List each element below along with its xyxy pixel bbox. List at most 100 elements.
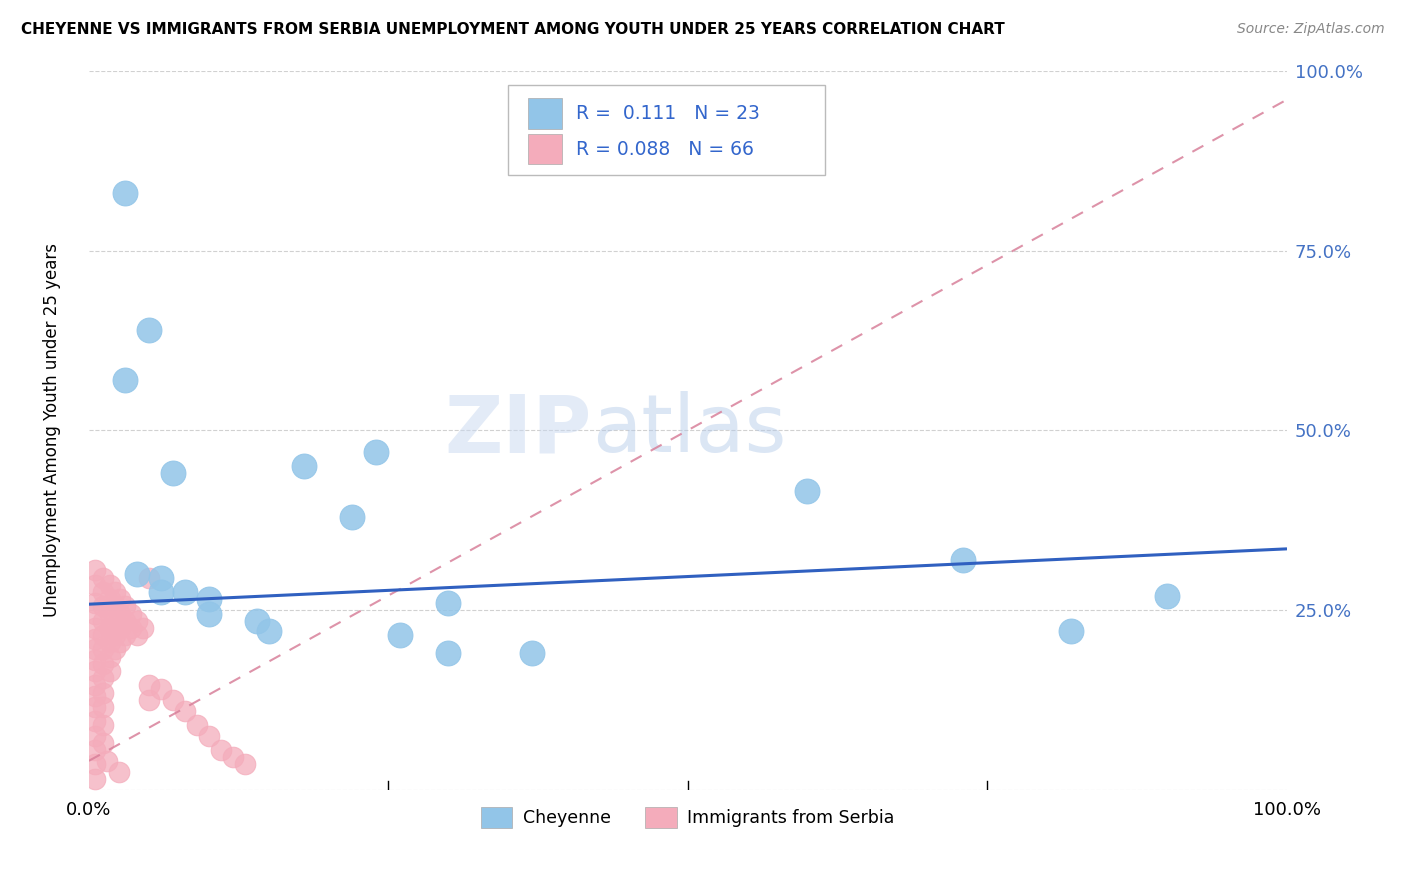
Point — [389, 628, 412, 642]
Point — [91, 671, 114, 685]
Point — [83, 772, 105, 786]
Point — [83, 642, 105, 657]
Point — [294, 459, 316, 474]
Point — [114, 628, 136, 642]
Point — [120, 607, 142, 621]
Point — [91, 571, 114, 585]
Point — [100, 578, 122, 592]
Point — [796, 484, 818, 499]
Point — [138, 692, 160, 706]
Text: R = 0.088   N = 66: R = 0.088 N = 66 — [576, 140, 754, 159]
Point — [83, 664, 105, 678]
Point — [91, 585, 114, 599]
Point — [342, 509, 364, 524]
Point — [83, 743, 105, 757]
Point — [162, 467, 184, 481]
Point — [1156, 589, 1178, 603]
Point — [100, 635, 122, 649]
Point — [366, 445, 388, 459]
Point — [125, 567, 148, 582]
Point — [520, 646, 543, 660]
Point — [83, 700, 105, 714]
Point — [83, 596, 105, 610]
Point — [83, 678, 105, 692]
Point — [83, 757, 105, 772]
Point — [114, 599, 136, 614]
Point — [104, 628, 127, 642]
Point — [138, 678, 160, 692]
Text: atlas: atlas — [592, 392, 786, 469]
Legend: Cheyenne, Immigrants from Serbia: Cheyenne, Immigrants from Serbia — [474, 800, 901, 835]
Point — [114, 614, 136, 628]
Point — [83, 714, 105, 729]
Point — [104, 614, 127, 628]
Point — [100, 621, 122, 635]
Point — [108, 635, 131, 649]
FancyBboxPatch shape — [508, 86, 825, 175]
Point — [91, 718, 114, 732]
Point — [125, 628, 148, 642]
Point — [83, 632, 105, 646]
Point — [91, 599, 114, 614]
Point — [257, 624, 280, 639]
Point — [437, 646, 460, 660]
Point — [91, 614, 114, 628]
Point — [100, 649, 122, 664]
Point — [108, 607, 131, 621]
Point — [162, 692, 184, 706]
Point — [104, 642, 127, 657]
Point — [197, 729, 219, 743]
Point — [245, 614, 267, 628]
FancyBboxPatch shape — [529, 135, 562, 164]
Point — [149, 681, 172, 696]
Point — [197, 607, 219, 621]
Point — [114, 186, 136, 201]
Point — [91, 642, 114, 657]
Point — [108, 592, 131, 607]
Point — [91, 736, 114, 750]
Point — [1060, 624, 1083, 639]
Point — [233, 757, 256, 772]
Point — [83, 729, 105, 743]
Point — [91, 628, 114, 642]
Point — [104, 585, 127, 599]
Point — [132, 621, 155, 635]
Point — [91, 657, 114, 671]
Point — [173, 704, 195, 718]
Point — [221, 750, 243, 764]
Point — [952, 552, 974, 566]
Point — [209, 743, 232, 757]
Point — [83, 621, 105, 635]
Text: ZIP: ZIP — [444, 392, 592, 469]
Point — [114, 373, 136, 387]
Point — [120, 621, 142, 635]
Point — [173, 585, 195, 599]
Text: R =  0.111   N = 23: R = 0.111 N = 23 — [576, 104, 761, 123]
Point — [100, 664, 122, 678]
FancyBboxPatch shape — [529, 98, 562, 128]
Point — [104, 599, 127, 614]
Point — [149, 571, 172, 585]
Point — [91, 700, 114, 714]
Point — [108, 621, 131, 635]
Point — [138, 323, 160, 337]
Point — [125, 614, 148, 628]
Point — [100, 592, 122, 607]
Point — [83, 653, 105, 667]
Text: Source: ZipAtlas.com: Source: ZipAtlas.com — [1237, 22, 1385, 37]
Point — [186, 718, 208, 732]
Point — [83, 689, 105, 703]
Point — [108, 764, 131, 779]
Point — [91, 685, 114, 699]
Point — [83, 578, 105, 592]
Point — [149, 585, 172, 599]
Point — [83, 563, 105, 577]
Text: CHEYENNE VS IMMIGRANTS FROM SERBIA UNEMPLOYMENT AMONG YOUTH UNDER 25 YEARS CORRE: CHEYENNE VS IMMIGRANTS FROM SERBIA UNEMP… — [21, 22, 1005, 37]
Point — [437, 596, 460, 610]
Y-axis label: Unemployment Among Youth under 25 years: Unemployment Among Youth under 25 years — [44, 244, 60, 617]
Point — [197, 592, 219, 607]
Point — [138, 571, 160, 585]
Point — [83, 607, 105, 621]
Point — [100, 607, 122, 621]
Point — [96, 754, 118, 768]
